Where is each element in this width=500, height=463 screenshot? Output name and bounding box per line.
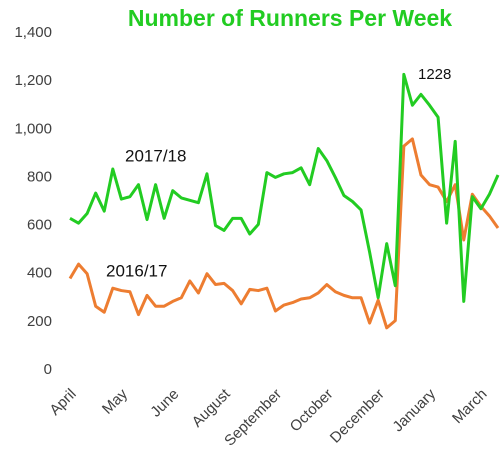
series-label: 2017/18 <box>125 146 186 165</box>
y-tick-label: 1,000 <box>14 120 52 137</box>
y-tick-label: 0 <box>44 361 52 378</box>
x-tick-label: March <box>449 386 490 427</box>
line <box>68 137 500 330</box>
series-label: 2016/17 <box>106 261 167 280</box>
x-tick-label: December <box>327 386 388 447</box>
y-tick-label: 600 <box>27 217 52 234</box>
y-tick-label: 1,200 <box>14 72 52 89</box>
y-tick-label: 200 <box>27 313 52 330</box>
chart-title: Number of Runners Per Week <box>128 5 452 31</box>
line <box>69 72 500 303</box>
x-tick-label: August <box>189 385 235 431</box>
annotation: 1228 <box>418 66 451 83</box>
y-tick-label: 1,400 <box>14 24 52 41</box>
x-tick-label: June <box>147 386 182 421</box>
x-tick-label: October <box>287 386 337 436</box>
y-tick-label: 400 <box>27 265 52 282</box>
x-tick-label: May <box>99 385 131 417</box>
y-tick-label: 800 <box>27 168 52 185</box>
x-tick-label: April <box>46 386 79 419</box>
x-tick-label: January <box>389 385 439 435</box>
